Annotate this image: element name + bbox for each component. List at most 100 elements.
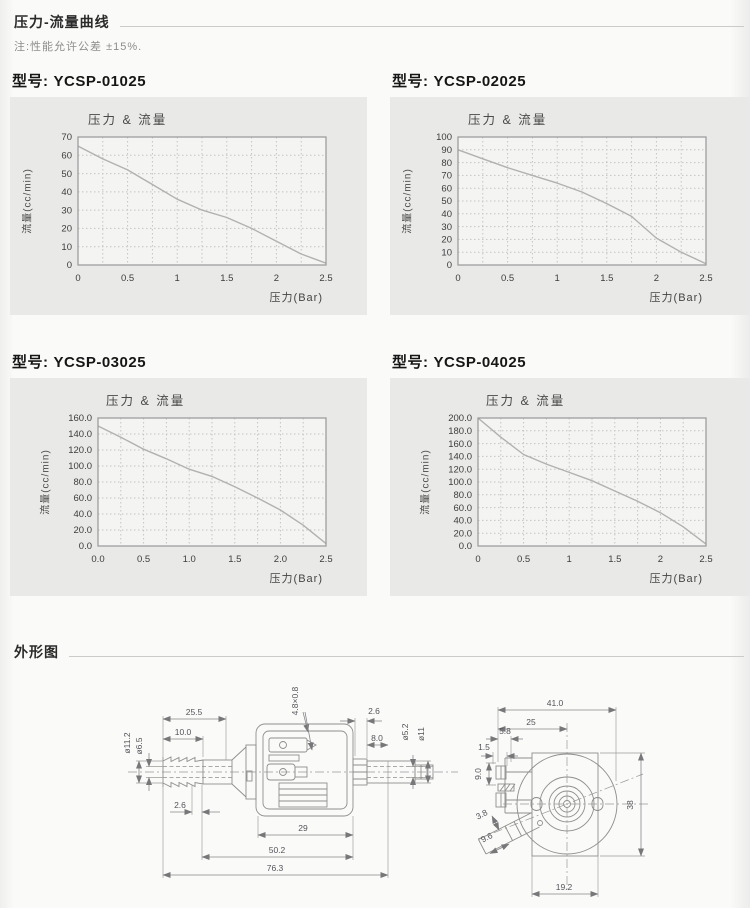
y-tick-label: 80.0 [74,477,93,488]
outline-section-title: 外形图 [14,644,59,660]
x-tick-label: 0.0 [91,554,104,565]
x-tick-label: 0.5 [137,554,150,565]
y-axis-title: 流量(cc/min) [402,168,414,234]
y-tick-label: 0.0 [459,541,472,552]
y-tick-label: 140.0 [448,452,472,463]
chart-panel: 压力 & 流量 流量(cc/min) 160.0 140.0 120.0 100.0 8… [10,378,367,596]
x-tick-label: 1.5 [608,554,621,565]
dim-2-6-left: 2.6 [174,800,186,810]
y-tick-label: 20.0 [74,525,93,536]
dim-3-8: 3.8 [474,807,489,821]
y-tick-label: 180.0 [448,426,472,437]
section-rule [69,656,744,657]
x-tick-label: 2 [654,273,659,284]
y-tick-label: 160.0 [448,439,472,450]
x-tick-label: 1.5 [600,273,613,284]
dim-38: 38 [625,800,635,810]
chart-panel: 压力 & 流量 流量(cc/min) 70 60 50 40 30 20 10 0 0 0.5 1 1… [10,97,367,315]
model-block-04025: 型号: YCSP-04025 压力 & 流量 流量(cc/min) 200.0 18… [390,351,750,596]
y-tick-label: 120.0 [68,445,92,456]
x-tick-label: 0 [475,554,480,565]
y-tick-label: 80.0 [454,490,473,501]
dim-10-0: 10.0 [175,727,192,737]
model-block-01025: 型号: YCSP-01025 压力 & 流量 流量(cc/min) 70 60 50 4… [10,70,390,315]
curves-section-header: 压力-流量曲线 [14,12,744,32]
x-tick-label: 0.5 [501,273,514,284]
y-tick-label: 100.0 [68,461,92,472]
x-tick-label: 2.5 [319,554,332,565]
x-tick-label: 1 [567,554,572,565]
dim-dia-11-2: ø11.2 [122,732,132,753]
chart-title: 压力 & 流量 [468,113,548,127]
model-number: YCSP-04025 [433,354,527,371]
plot-frame [77,136,327,266]
x-axis-title: 压力(Bar) [269,292,323,304]
dim-2-6-right: 2.6 [368,706,380,716]
dim-5-8: 5.8 [499,726,511,736]
x-tick-label: 1 [555,273,560,284]
chart-title: 压力 & 流量 [486,394,566,408]
model-title: 型号: YCSP-04025 [392,351,750,372]
y-tick-label: 200.0 [448,413,472,424]
model-number: YCSP-02025 [433,73,527,90]
flow-curve [77,145,327,264]
y-tick-label: 70 [61,132,72,143]
chart-grid: 型号: YCSP-01025 压力 & 流量 流量(cc/min) 70 60 50 4… [10,70,750,596]
outline-drawings: 25.5 10.0 2.6 2.6 8.0 ø11.2 ø6.5 4.8×0.8… [122,686,648,897]
chart-plot: 160.0 140.0 120.0 100.0 80.0 60.0 40.0 20.0 0.0 0… [68,413,332,565]
plot-frame [457,136,707,266]
model-label: 型号: [12,73,49,90]
model-title: 型号: YCSP-01025 [12,70,390,91]
y-tick-label: 0.0 [79,541,92,552]
y-axis-title: 流量(cc/min) [420,449,432,515]
x-axis-title: 压力(Bar) [649,292,703,304]
y-tick-label: 20 [61,224,72,235]
x-tick-label: 2.5 [699,554,712,565]
model-label: 型号: [392,354,429,371]
y-tick-label: 20.0 [454,528,473,539]
y-tick-label: 30 [441,222,452,233]
x-tick-label: 1.5 [228,554,241,565]
y-tick-label: 0 [67,260,72,271]
dim-terminal-4-8x0-8: 4.8×0.8 [290,686,300,715]
y-tick-label: 50 [61,169,72,180]
chart-title: 压力 & 流量 [88,113,168,127]
curves-section-title: 压力-流量曲线 [14,14,110,30]
x-tick-label: 1 [175,273,180,284]
y-tick-label: 100.0 [448,477,472,488]
y-tick-label: 60.0 [74,493,93,504]
tolerance-note: 注:性能允许公差 ±15%. [14,41,143,53]
x-tick-label: 2.5 [699,273,712,284]
dim-19-2: 19.2 [556,882,573,892]
y-tick-label: 30 [61,205,72,216]
y-tick-label: 40 [61,187,72,198]
x-tick-label: 2 [274,273,279,284]
dim-9-6: 9.6 [479,830,494,844]
model-label: 型号: [12,354,49,371]
x-tick-label: 0 [455,273,460,284]
y-tick-label: 50 [441,196,452,207]
y-tick-label: 40.0 [454,516,473,527]
y-tick-label: 120.0 [448,464,472,475]
y-tick-label: 90 [441,145,452,156]
dim-25: 25 [526,717,536,727]
model-number: YCSP-03025 [53,354,147,371]
x-tick-label: 1.0 [183,554,196,565]
plot-frame [97,417,327,547]
x-tick-label: 2.0 [274,554,287,565]
x-tick-label: 0.5 [517,554,530,565]
y-axis-title: 流量(cc/min) [22,168,34,234]
pump-end-view [477,723,648,892]
x-tick-label: 0.5 [121,273,134,284]
y-tick-label: 60 [441,183,452,194]
x-tick-label: 2 [658,554,663,565]
flow-curve [457,149,707,265]
y-axis-title: 流量(cc/min) [40,449,52,515]
dim-8-0: 8.0 [371,733,383,743]
model-title: 型号: YCSP-03025 [12,351,390,372]
dim-29: 29 [298,823,308,833]
y-tick-label: 160.0 [68,413,92,424]
chart-plot: 70 60 50 40 30 20 10 00 0.5 1 1.5 2 2.5 [61,132,332,284]
y-tick-label: 60 [61,151,72,162]
